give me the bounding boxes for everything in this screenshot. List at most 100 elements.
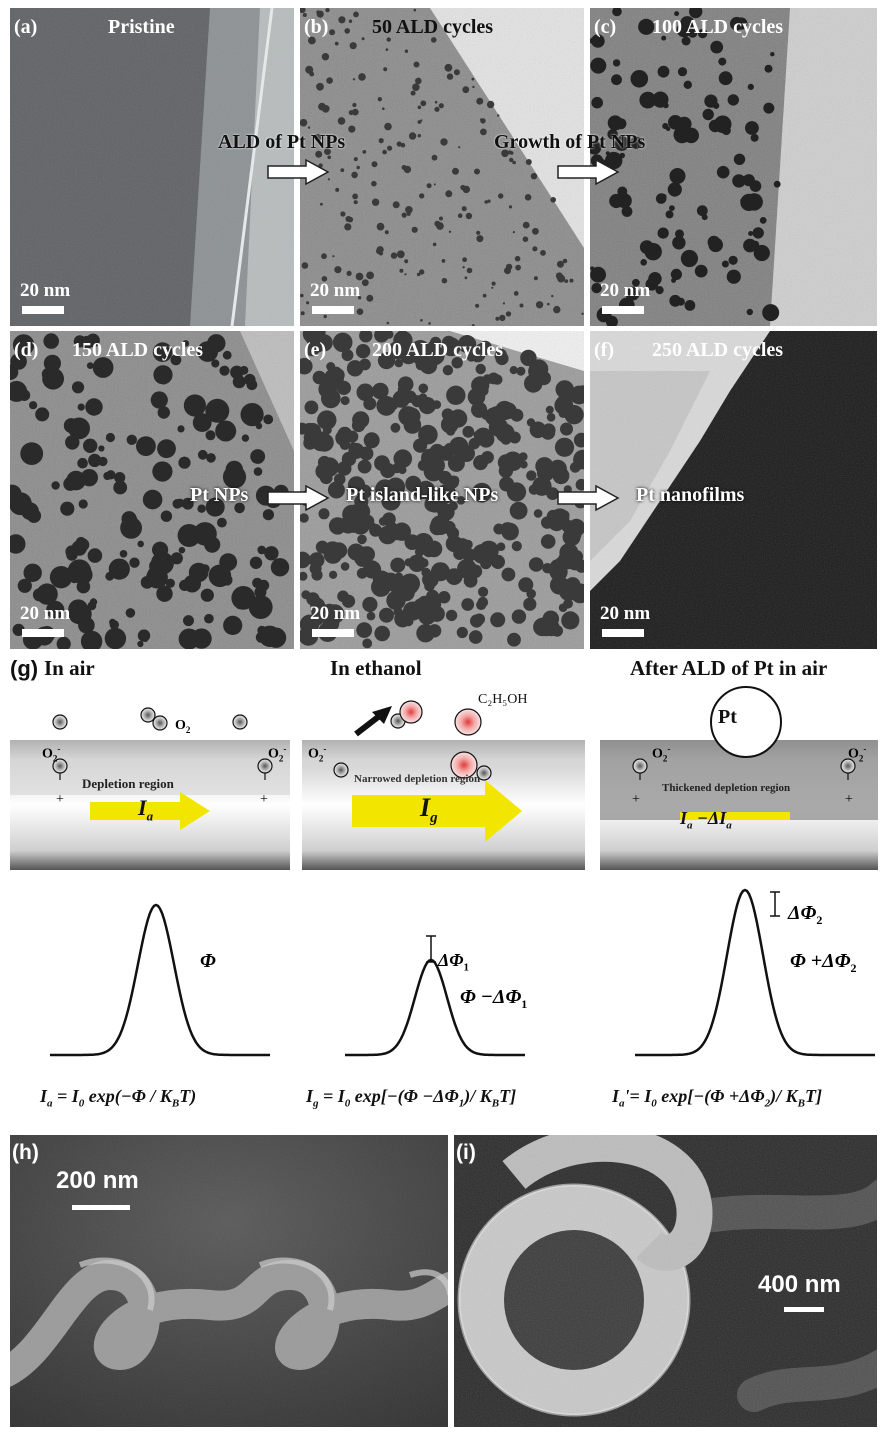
nanoparticle bbox=[418, 397, 436, 415]
nanoparticle bbox=[71, 381, 85, 394]
nanoparticle bbox=[436, 222, 444, 230]
nanoparticle bbox=[456, 496, 466, 505]
nanoparticle bbox=[383, 67, 388, 72]
nanoparticle bbox=[441, 277, 448, 284]
ethanol-molecule bbox=[399, 700, 423, 724]
nanoparticle bbox=[35, 407, 50, 422]
nanoparticle bbox=[165, 578, 175, 588]
current-arrow-air bbox=[90, 792, 210, 830]
phi-plus-label: Φ +ΔΦ2 bbox=[790, 950, 857, 975]
nanoparticle bbox=[745, 193, 763, 211]
nanoparticle bbox=[476, 230, 481, 235]
nanoparticle bbox=[590, 57, 607, 74]
nanoparticle bbox=[553, 305, 561, 314]
panel-c-scale-bar bbox=[602, 306, 644, 314]
nanoparticle bbox=[746, 308, 753, 316]
nanoparticle bbox=[500, 522, 515, 537]
nanoparticle bbox=[394, 359, 403, 368]
nanoparticle bbox=[523, 597, 537, 611]
nanoparticle bbox=[434, 106, 440, 112]
nanoparticle bbox=[502, 302, 505, 305]
nanoparticle bbox=[105, 432, 115, 443]
nanoparticle bbox=[337, 426, 353, 442]
nanoparticle bbox=[632, 278, 640, 287]
nanoparticle bbox=[694, 264, 708, 278]
nanoparticle bbox=[334, 266, 342, 274]
nanoparticle bbox=[457, 213, 463, 218]
nanoparticle bbox=[359, 358, 371, 371]
nanoparticle bbox=[160, 510, 173, 522]
nanoparticle bbox=[205, 497, 225, 517]
nanoparticle bbox=[535, 301, 544, 309]
nanoparticle bbox=[177, 524, 201, 547]
nanoparticle bbox=[157, 406, 170, 419]
label-ald-of-pt: ALD of Pt NPs bbox=[218, 131, 346, 153]
nanoparticle bbox=[371, 161, 378, 168]
nanoparticle bbox=[770, 52, 775, 57]
nanoparticle bbox=[142, 489, 163, 510]
nanoparticle bbox=[397, 580, 415, 597]
nanoparticle bbox=[451, 357, 463, 369]
nanoparticle bbox=[66, 470, 86, 491]
nanoparticle bbox=[504, 267, 511, 275]
nanoparticle bbox=[114, 472, 126, 484]
nanoparticle bbox=[454, 538, 470, 554]
nanoparticle bbox=[612, 59, 621, 67]
current-arrow-ethanol bbox=[352, 780, 522, 842]
label-growth-of-pt: Growth of Pt NPs bbox=[494, 131, 646, 153]
nanoparticle bbox=[640, 259, 647, 266]
nanoparticle bbox=[363, 432, 380, 449]
nanoparticle bbox=[205, 430, 216, 441]
nanoparticle bbox=[65, 435, 80, 450]
nanoparticle bbox=[748, 231, 754, 236]
panel-i-image bbox=[454, 1135, 877, 1427]
nanoparticle bbox=[381, 491, 401, 511]
nanoparticle bbox=[92, 357, 114, 378]
nanoparticle bbox=[404, 273, 407, 276]
nanoparticle bbox=[412, 83, 420, 91]
nanoparticle bbox=[156, 585, 173, 602]
nanoparticle bbox=[381, 572, 400, 591]
nanoparticle bbox=[312, 370, 327, 385]
nanoparticle bbox=[315, 150, 323, 158]
nanoparticle bbox=[75, 536, 87, 548]
nanoparticle bbox=[721, 260, 729, 268]
o2-molecule bbox=[232, 714, 248, 730]
panel-i-label: (i) bbox=[456, 1141, 476, 1164]
nanoparticle bbox=[519, 303, 524, 308]
panel-c-tem: (c) 100 ALD cycles 20 nm bbox=[590, 8, 877, 326]
nanoparticle bbox=[476, 97, 484, 105]
nanoparticle bbox=[520, 349, 537, 367]
nanoparticle bbox=[68, 599, 89, 620]
nanoparticle bbox=[382, 149, 387, 155]
nanoparticle bbox=[77, 457, 88, 469]
nanoparticle bbox=[674, 11, 680, 17]
nanoparticle bbox=[51, 481, 60, 490]
panel-b-image bbox=[300, 8, 584, 326]
nanoparticle bbox=[481, 410, 491, 420]
nanoparticle bbox=[676, 297, 685, 306]
nanoparticle bbox=[105, 571, 115, 581]
nanoparticle bbox=[239, 365, 249, 375]
panel-d-scale-label: 20 nm bbox=[20, 603, 71, 624]
nanoparticle bbox=[460, 184, 466, 191]
nanoparticle bbox=[378, 517, 388, 526]
nanoparticle bbox=[559, 543, 579, 563]
nanoparticle bbox=[205, 398, 230, 423]
nanoparticle bbox=[713, 115, 732, 134]
panel-a-title: Pristine bbox=[108, 16, 175, 38]
nanoparticle bbox=[444, 63, 453, 72]
nanoparticle bbox=[43, 367, 64, 388]
nanoparticle bbox=[382, 107, 385, 110]
nanoparticle bbox=[495, 351, 509, 366]
nanoparticle bbox=[374, 455, 390, 472]
nanoparticle bbox=[43, 333, 59, 349]
nanoparticle bbox=[652, 91, 669, 108]
nanoparticle bbox=[735, 17, 748, 30]
nanoparticle bbox=[411, 226, 418, 233]
nanoparticle bbox=[137, 640, 144, 648]
nanoparticle bbox=[197, 341, 219, 362]
nanoparticle bbox=[617, 186, 628, 197]
nanoparticle bbox=[525, 376, 538, 389]
phi-label: Φ bbox=[200, 950, 216, 972]
